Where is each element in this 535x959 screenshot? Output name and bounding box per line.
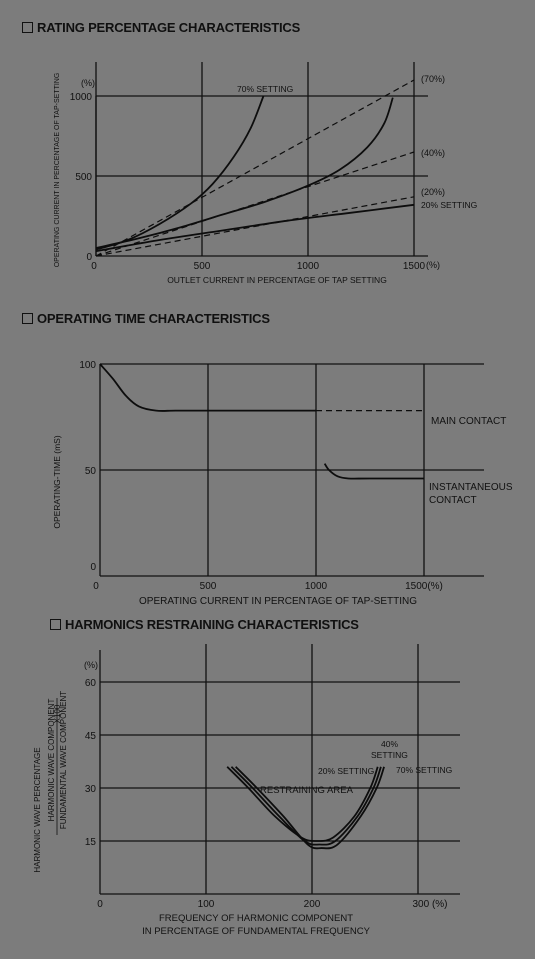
y-axis-label-factor: X100	[53, 704, 62, 723]
series-label-40-dashed: (40%)	[421, 148, 445, 158]
y-unit-label: (%)	[81, 78, 95, 88]
series-label-70-dashed: (70%)	[421, 74, 445, 84]
x-tick-label-1: 500	[200, 581, 217, 592]
x-tick-label-3: 1500	[403, 261, 426, 272]
chart1-title: RATING PERCENTAGE CHARACTERISTICS	[22, 20, 300, 35]
rating-series-2	[95, 203, 415, 253]
x-axis-label: OPERATING CURRENT IN PERCENTAGE OF TAP-S…	[139, 596, 417, 607]
rating-series-4	[95, 151, 415, 257]
x-tick-label-0: 0	[93, 581, 99, 592]
y-tick-label-2: 100	[79, 360, 96, 371]
x-axis-label: OUTLET CURRENT IN PERCENTAGE OF TAP SETT…	[167, 275, 387, 285]
series-label-70-setting: 70% SETTING	[237, 84, 293, 94]
x-tick-label-3: 1500(%)	[405, 581, 443, 592]
annotation-restraining-area: RESTRAINING AREA	[260, 785, 354, 796]
y-unit-label: (%)	[84, 660, 98, 670]
x-tick-label-2: 1000	[305, 581, 328, 592]
y-tick-label-0: 15	[85, 837, 97, 848]
y-tick-label-1: 50	[85, 466, 97, 477]
series-label-instantaneous-l1: INSTANTANEOUS	[429, 482, 513, 493]
y-tick-label-1: 500	[75, 172, 92, 183]
y-tick-label-0: 0	[90, 562, 96, 573]
chart1-title-text: RATING PERCENTAGE CHARACTERISTICS	[37, 20, 301, 35]
rating-series-0	[95, 95, 265, 251]
rating-series-3	[95, 79, 415, 257]
chart3-title: HARMONICS RESTRAINING CHARACTERISTICS	[50, 617, 359, 632]
y-axis-label-den: FUNDAMENTAL WAVE COMPONENT	[59, 691, 68, 829]
checkbox-icon	[22, 313, 33, 324]
chart3-title-text: HARMONICS RESTRAINING CHARACTERISTICS	[65, 617, 359, 632]
harmonic-series-0	[226, 766, 379, 842]
x-tick-label-1: 100	[198, 899, 215, 910]
x-unit-label: (%)	[426, 260, 440, 270]
chart2-title-text: OPERATING TIME CHARACTERISTICS	[37, 311, 270, 326]
series-label-40-l1: 40%	[381, 739, 398, 749]
y-tick-label-2: 1000	[70, 92, 93, 103]
x-tick-label-2: 1000	[297, 261, 320, 272]
x-tick-label-0: 0	[97, 899, 103, 910]
y-tick-label-1: 30	[85, 784, 97, 795]
x-tick-label-0: 0	[91, 261, 97, 272]
x-tick-label-1: 500	[194, 261, 211, 272]
y-axis-label: OPERATING-TIME (mS)	[52, 435, 62, 529]
y-tick-label-0: 0	[86, 252, 92, 263]
y-tick-label-3: 60	[85, 678, 97, 689]
x-axis-label: FREQUENCY OF HARMONIC COMPONENT	[159, 913, 353, 924]
x-tick-label-3: 300 (%)	[412, 899, 447, 910]
harmonic-series-1	[230, 766, 382, 846]
series-label-main-contact: MAIN CONTACT	[431, 416, 506, 427]
series-label-20-setting: 20% SETTING	[421, 200, 477, 210]
x-axis-label-2: IN PERCENTAGE OF FUNDAMENTAL FREQUENCY	[142, 926, 371, 937]
chart2-title: OPERATING TIME CHARACTERISTICS	[22, 311, 270, 326]
checkbox-icon	[22, 22, 33, 33]
y-tick-label-2: 45	[85, 731, 97, 742]
y-axis-label-num: HARMONIC WAVE COMPONENT	[47, 699, 56, 822]
rating-series-5	[95, 196, 415, 257]
optime-series-2	[323, 463, 424, 480]
series-label-20-dashed: (20%)	[421, 187, 445, 197]
checkbox-icon	[50, 619, 61, 630]
series-label-70-setting: 70% SETTING	[396, 765, 452, 775]
optime-series-0	[99, 363, 316, 412]
y-axis-label: HARMONIC WAVE PERCENTAGE	[33, 747, 42, 872]
harmonic-series-2	[235, 766, 385, 850]
series-label-40-l2: SETTING	[371, 750, 408, 760]
x-tick-label-2: 200	[304, 899, 321, 910]
series-label-20-setting: 20% SETTING	[318, 766, 374, 776]
y-axis-label: OPERATING CURRENT IN PERCENTAGE OF TAP-S…	[54, 73, 61, 268]
series-label-instantaneous-l2: CONTACT	[429, 495, 477, 506]
